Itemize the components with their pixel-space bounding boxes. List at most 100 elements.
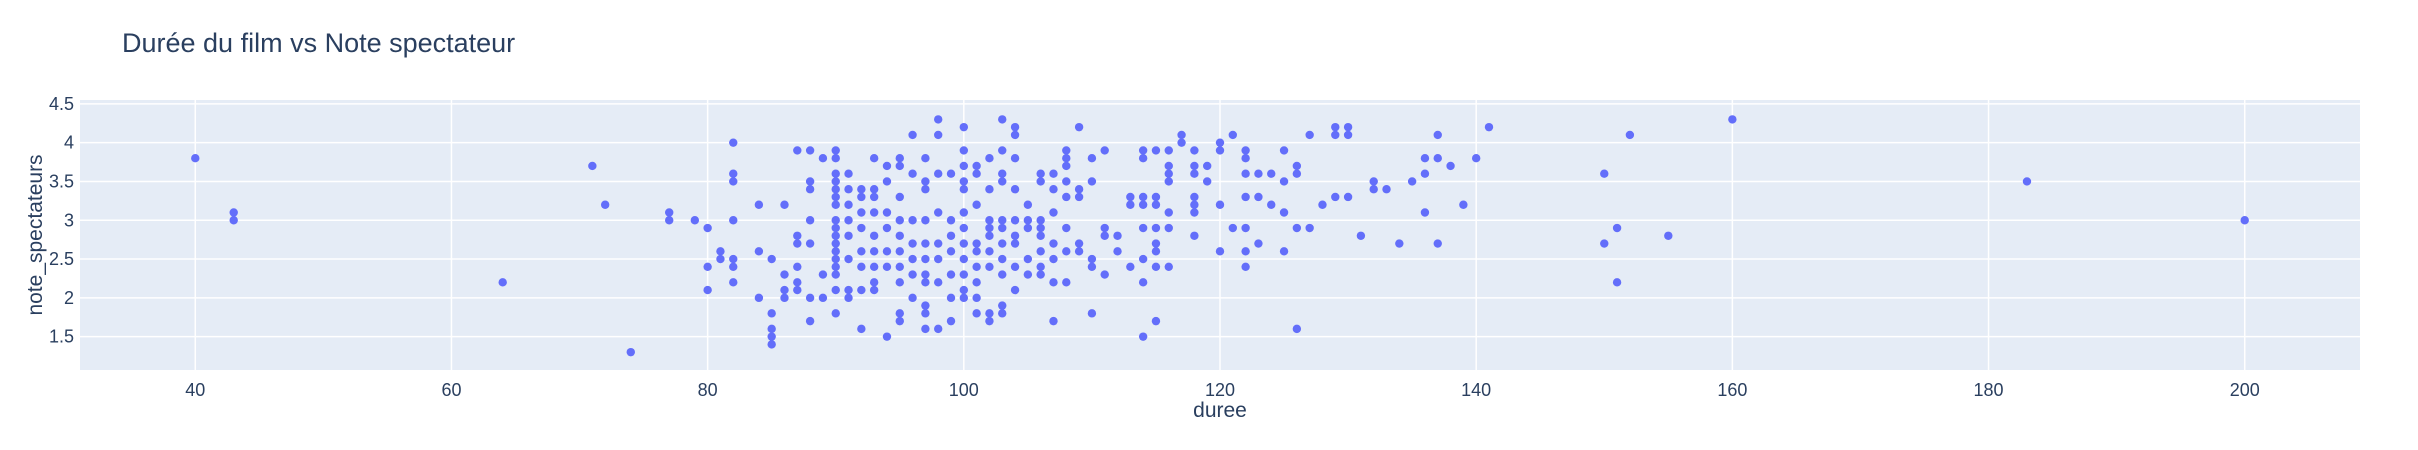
data-point[interactable] — [959, 270, 969, 279]
data-point[interactable] — [1177, 130, 1186, 140]
data-point[interactable] — [1087, 262, 1097, 272]
data-point[interactable] — [1190, 146, 1199, 155]
data-point[interactable] — [1164, 208, 1173, 217]
data-point[interactable] — [1023, 200, 1033, 209]
data-point[interactable] — [895, 316, 904, 326]
data-point[interactable] — [831, 169, 840, 178]
data-point[interactable] — [972, 239, 981, 248]
data-point[interactable] — [1600, 239, 1609, 248]
data-point[interactable] — [998, 223, 1007, 233]
data-point[interactable] — [1151, 223, 1161, 233]
data-point[interactable] — [908, 254, 917, 264]
data-point[interactable] — [1254, 192, 1263, 202]
data-point[interactable] — [1331, 192, 1340, 202]
data-point[interactable] — [895, 231, 904, 240]
data-point[interactable] — [959, 185, 969, 194]
data-point[interactable] — [1215, 200, 1225, 209]
data-point[interactable] — [1420, 153, 1430, 163]
data-point[interactable] — [1049, 208, 1058, 217]
data-point[interactable] — [1420, 169, 1430, 178]
data-point[interactable] — [1062, 192, 1071, 202]
data-point[interactable] — [1241, 169, 1250, 178]
data-point[interactable] — [998, 177, 1007, 186]
data-point[interactable] — [959, 285, 969, 295]
data-point[interactable] — [831, 285, 840, 295]
data-point[interactable] — [1049, 254, 1058, 264]
data-point[interactable] — [1049, 278, 1058, 287]
data-point[interactable] — [895, 309, 904, 318]
data-point[interactable] — [1010, 216, 1020, 225]
data-point[interactable] — [498, 278, 507, 287]
data-point[interactable] — [1612, 223, 1622, 233]
data-point[interactable] — [1126, 192, 1135, 202]
data-point[interactable] — [1190, 208, 1199, 217]
data-point[interactable] — [600, 200, 610, 209]
data-point[interactable] — [895, 278, 904, 287]
data-point[interactable] — [831, 177, 840, 186]
data-point[interactable] — [934, 324, 943, 334]
data-point[interactable] — [729, 216, 738, 225]
data-point[interactable] — [998, 216, 1007, 225]
data-point[interactable] — [1164, 169, 1173, 178]
data-point[interactable] — [1138, 278, 1148, 287]
data-point[interactable] — [754, 200, 764, 209]
data-point[interactable] — [1010, 122, 1020, 132]
data-point[interactable] — [972, 293, 981, 303]
data-point[interactable] — [1113, 247, 1122, 256]
data-point[interactable] — [1241, 247, 1250, 256]
data-point[interactable] — [1036, 247, 1045, 256]
data-point[interactable] — [665, 216, 674, 225]
data-point[interactable] — [844, 293, 853, 303]
data-point[interactable] — [985, 231, 994, 240]
data-point[interactable] — [844, 169, 853, 178]
data-point[interactable] — [921, 216, 930, 225]
data-point[interactable] — [729, 177, 738, 186]
data-point[interactable] — [857, 262, 866, 272]
data-point[interactable] — [1343, 130, 1353, 140]
data-point[interactable] — [985, 247, 994, 256]
data-point[interactable] — [844, 254, 853, 264]
data-point[interactable] — [1446, 161, 1455, 171]
data-point[interactable] — [1151, 247, 1161, 256]
data-point[interactable] — [1100, 146, 1109, 155]
data-point[interactable] — [626, 347, 635, 357]
data-point[interactable] — [1074, 122, 1084, 132]
data-point[interactable] — [844, 185, 853, 194]
data-point[interactable] — [895, 247, 904, 256]
data-point[interactable] — [729, 138, 738, 147]
data-point[interactable] — [869, 285, 879, 295]
data-point[interactable] — [1190, 192, 1199, 202]
data-point[interactable] — [1010, 185, 1020, 194]
data-point[interactable] — [818, 293, 828, 303]
data-point[interactable] — [1292, 161, 1302, 171]
data-point[interactable] — [1010, 285, 1020, 295]
data-point[interactable] — [1267, 169, 1276, 178]
data-point[interactable] — [1728, 115, 1737, 124]
data-point[interactable] — [1318, 200, 1327, 209]
data-point[interactable] — [1151, 192, 1161, 202]
data-point[interactable] — [921, 177, 930, 186]
data-point[interactable] — [805, 293, 815, 303]
data-point[interactable] — [1612, 278, 1622, 287]
data-point[interactable] — [1228, 223, 1238, 233]
data-point[interactable] — [1100, 270, 1109, 279]
data-point[interactable] — [1087, 153, 1097, 163]
data-point[interactable] — [818, 153, 828, 163]
data-point[interactable] — [767, 254, 776, 264]
data-point[interactable] — [2022, 177, 2032, 186]
data-point[interactable] — [1215, 146, 1225, 155]
data-point[interactable] — [921, 254, 930, 264]
data-point[interactable] — [805, 185, 815, 194]
data-point[interactable] — [985, 262, 994, 272]
data-point[interactable] — [831, 262, 840, 272]
data-point[interactable] — [729, 169, 738, 178]
data-point[interactable] — [972, 161, 981, 171]
data-point[interactable] — [831, 146, 840, 155]
data-point[interactable] — [1190, 161, 1199, 171]
data-point[interactable] — [1049, 169, 1058, 178]
data-point[interactable] — [1215, 247, 1225, 256]
data-point[interactable] — [831, 185, 840, 194]
data-point[interactable] — [1151, 316, 1161, 326]
data-point[interactable] — [882, 208, 892, 217]
data-point[interactable] — [1138, 254, 1148, 264]
